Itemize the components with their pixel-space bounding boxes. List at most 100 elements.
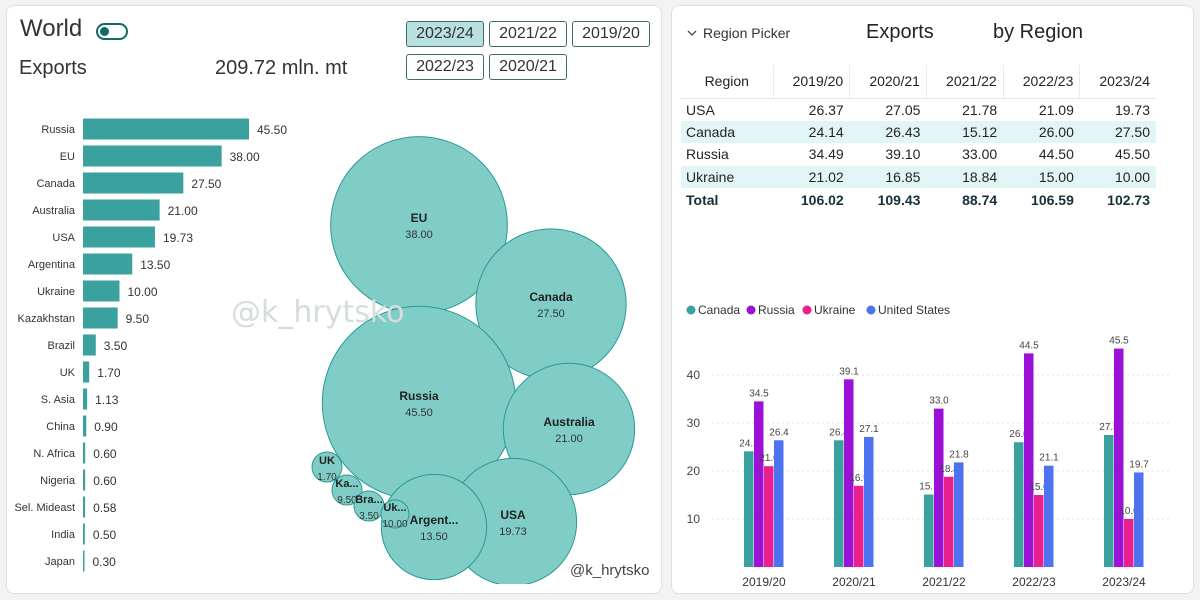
bar-uk[interactable] — [83, 361, 90, 383]
bar-category-label: USA — [52, 232, 75, 244]
column-russia[interactable] — [934, 408, 944, 567]
column-ukraine[interactable] — [1034, 495, 1044, 567]
legend-entry[interactable]: Canada — [698, 303, 740, 317]
bar-category-label: India — [51, 529, 76, 541]
column-data-label: 39.1 — [839, 366, 859, 377]
table-cell: 39.10 — [885, 146, 921, 163]
column-data-label: 15.0 — [1029, 482, 1049, 493]
column-united-states[interactable] — [864, 436, 874, 567]
column-data-label: 21.8 — [949, 449, 969, 460]
bubble-value-label: 38.00 — [405, 229, 433, 241]
column-canada[interactable] — [834, 440, 844, 567]
bubble-value-label: 9.50 — [337, 495, 357, 506]
table-header-row: Region 2019/20 2020/21 2021/22 2022/23 2… — [681, 65, 1156, 99]
bubble-uk[interactable] — [311, 451, 343, 483]
column-data-label: 44.5 — [1019, 340, 1039, 351]
bubble-name-label: Canada — [529, 290, 573, 304]
column-united-states[interactable] — [954, 462, 964, 567]
bar-india[interactable] — [83, 523, 85, 545]
region-picker[interactable]: Region Picker — [687, 25, 790, 41]
x-category-label: 2020/21 — [832, 575, 876, 589]
column-canada[interactable] — [744, 451, 754, 567]
legend-entry[interactable]: United States — [878, 303, 950, 317]
bubble-name-label: Bra... — [355, 494, 383, 506]
bubble-value-label: 10.00 — [382, 519, 407, 530]
year-button-2023-24[interactable]: 2023/24 — [406, 21, 484, 47]
table-row: Ukraine 21.02 16.85 18.84 15.00 10.00 — [681, 165, 1156, 189]
bar-value-label: 0.90 — [94, 420, 118, 434]
bubble-name-label: Russia — [399, 389, 439, 403]
column-russia[interactable] — [844, 379, 854, 567]
row-region-name: USA — [686, 101, 715, 118]
column-data-label: 26.4 — [829, 427, 849, 438]
column-united-states[interactable] — [1044, 465, 1054, 567]
bar-japan[interactable] — [83, 550, 85, 572]
bar-value-label: 13.50 — [140, 258, 170, 272]
column-ukraine[interactable] — [764, 466, 774, 567]
column-data-label: 27.5 — [1099, 422, 1119, 433]
bubble-ka[interactable] — [331, 474, 363, 506]
bar-australia[interactable] — [83, 199, 160, 221]
column-data-label: 26.4 — [769, 427, 789, 438]
year-button-2021-22[interactable]: 2021/22 — [489, 21, 567, 47]
bar-value-label: 10.00 — [127, 285, 157, 299]
column-united-states[interactable] — [774, 440, 784, 567]
year-button-2020-21[interactable]: 2020/21 — [489, 54, 567, 80]
column-data-label: 27.1 — [859, 424, 879, 435]
bubble-argent[interactable] — [380, 473, 488, 581]
bubble-value-label: 19.73 — [499, 526, 527, 538]
column-ukraine[interactable] — [944, 476, 954, 567]
world-title: World — [20, 15, 83, 42]
x-category-label: 2022/23 — [1012, 575, 1056, 589]
bar-kazakhstan[interactable] — [83, 307, 118, 329]
author-credit: @k_hrytsko — [570, 562, 650, 579]
table-cell: 15.12 — [926, 120, 1004, 144]
column-header-2021-22[interactable]: 2021/22 — [926, 65, 1004, 99]
column-united-states[interactable] — [1134, 472, 1144, 567]
column-data-label: 21.0 — [759, 453, 779, 464]
column-russia[interactable] — [1114, 348, 1124, 567]
year-button-2022-23[interactable]: 2022/23 — [406, 54, 484, 80]
bar-russia[interactable] — [83, 118, 249, 140]
bar-canada[interactable] — [83, 172, 184, 194]
column-russia[interactable] — [1024, 353, 1034, 567]
bubble-uk[interactable] — [380, 499, 410, 529]
column-russia[interactable] — [754, 401, 764, 567]
bar-usa[interactable] — [83, 226, 155, 248]
world-toggle[interactable] — [96, 23, 128, 40]
year-button-2019-20[interactable]: 2019/20 — [572, 21, 650, 47]
bar-brazil[interactable] — [83, 334, 96, 356]
bar-nigeria[interactable] — [83, 469, 86, 491]
bar-china[interactable] — [83, 415, 87, 437]
bar-category-label: S. Asia — [41, 394, 76, 406]
table-row: Russia 34.49 39.10 33.00 44.50 45.50 — [681, 143, 1156, 166]
legend-entry[interactable]: Russia — [758, 303, 795, 317]
x-category-label: 2023/24 — [1102, 575, 1146, 589]
row-region-name: Canada — [681, 120, 773, 144]
column-canada[interactable] — [924, 494, 934, 567]
total-cell: 106.02 — [800, 191, 844, 208]
column-ukraine[interactable] — [854, 485, 864, 567]
bar-eu[interactable] — [83, 145, 222, 167]
table-cell: 44.50 — [1038, 146, 1074, 163]
column-canada[interactable] — [1014, 442, 1024, 567]
column-header-2022-23[interactable]: 2022/23 — [1003, 65, 1081, 99]
column-ukraine[interactable] — [1124, 519, 1134, 567]
legend-entry[interactable]: Ukraine — [814, 303, 856, 317]
column-header-2020-21[interactable]: 2020/21 — [849, 65, 927, 99]
bar-ukraine[interactable] — [83, 280, 120, 302]
bubble-value-label: 45.50 — [405, 407, 433, 419]
bar-sel-mideast[interactable] — [83, 496, 86, 518]
column-header-region[interactable]: Region — [681, 65, 774, 99]
column-header-2023-24[interactable]: 2023/24 — [1079, 65, 1156, 99]
table-cell: 26.37 — [808, 101, 844, 118]
table-cell: 33.00 — [962, 146, 998, 163]
column-canada[interactable] — [1104, 435, 1114, 567]
bar-s-asia[interactable] — [83, 388, 88, 410]
bar-argentina[interactable] — [83, 253, 133, 275]
column-data-label: 21.1 — [1039, 453, 1059, 464]
bar-n-africa[interactable] — [83, 442, 86, 464]
table-cell: 34.49 — [808, 146, 844, 163]
bubble-name-label: Argent... — [410, 513, 459, 527]
column-header-2019-20[interactable]: 2019/20 — [773, 65, 851, 99]
